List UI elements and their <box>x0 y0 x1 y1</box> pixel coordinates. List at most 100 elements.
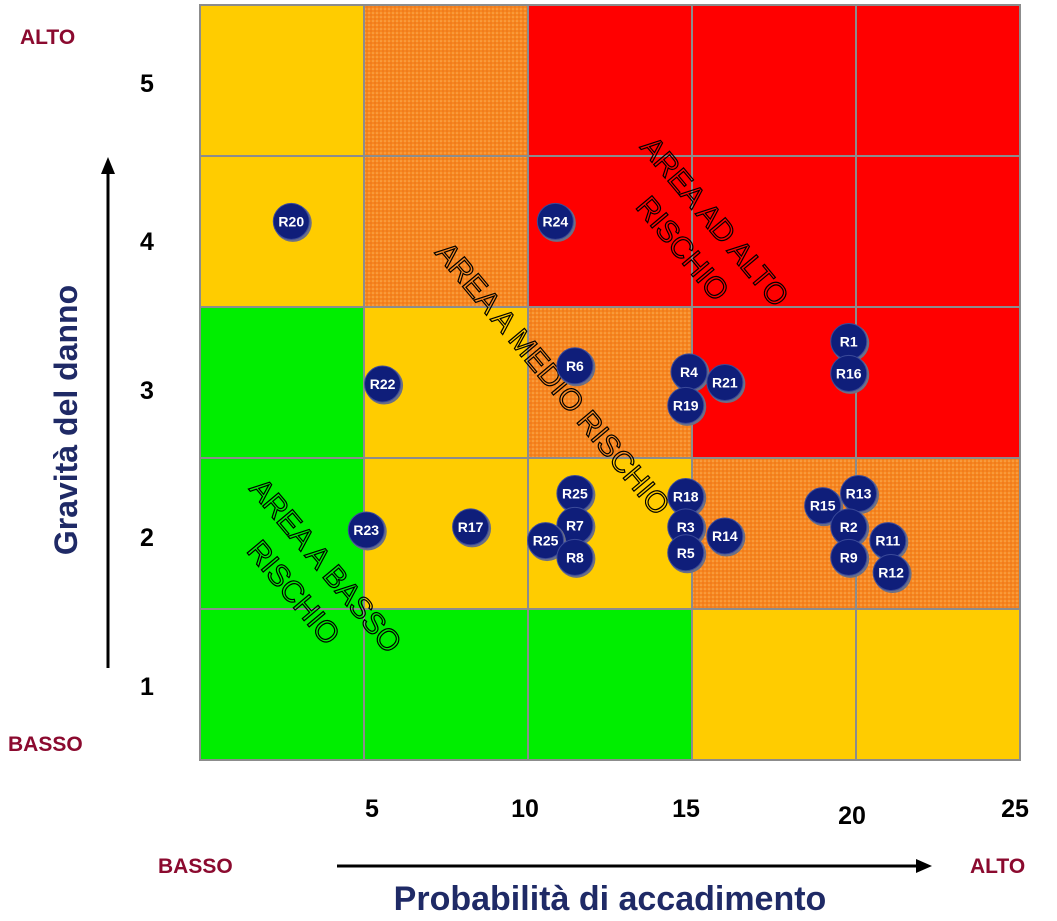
risk-point-r25: R25 <box>527 522 567 562</box>
risk-point-label: R15 <box>810 498 836 514</box>
risk-point-label: R22 <box>370 376 396 392</box>
risk-point-r9: R9 <box>830 538 870 578</box>
y-tick-label: 1 <box>140 673 154 701</box>
y-axis-title: Gravità del danno <box>48 285 84 555</box>
risk-point-label: R13 <box>846 485 872 501</box>
x-tick-label: 20 <box>838 802 866 830</box>
matrix-cell-green <box>363 608 529 761</box>
x-tick-label: 5 <box>365 795 379 823</box>
risk-point-marker <box>667 534 705 572</box>
matrix-cell-yellow <box>691 608 857 761</box>
matrix-cell-orange <box>527 306 693 459</box>
risk-point-marker <box>364 365 402 403</box>
y-high-label: ALTO <box>20 26 75 49</box>
risk-point-label: R19 <box>673 397 699 413</box>
risk-point-r18: R18 <box>667 478 707 518</box>
risk-point-label: R25 <box>562 485 588 501</box>
tick-labels: 1 2 3 4 5 5 10 15 20 25 <box>140 70 1029 830</box>
matrix-cell-orange <box>363 4 529 157</box>
risk-point-label: R2 <box>840 519 858 535</box>
x-low-label: BASSO <box>158 855 233 878</box>
risk-point-r2: R2 <box>830 508 870 548</box>
risk-point-marker <box>556 347 594 385</box>
risk-point-marker <box>272 202 310 240</box>
risk-point-label: R23 <box>353 522 379 538</box>
matrix-cell-green <box>527 608 693 761</box>
risk-point-r7: R7 <box>556 506 596 546</box>
axis-arrows <box>101 157 932 873</box>
risk-point-marker <box>706 517 744 555</box>
matrix-cell-yellow <box>363 457 529 610</box>
x-tick-label: 25 <box>1001 795 1029 823</box>
risk-point-r20: R20 <box>272 202 312 242</box>
risk-point-marker <box>452 508 490 546</box>
y-tick-label: 3 <box>140 377 154 405</box>
risk-point-r6: R6 <box>556 347 596 387</box>
risk-point-label: R9 <box>840 549 858 565</box>
y-tick-label: 4 <box>140 228 154 256</box>
matrix-cell-orange <box>363 155 529 308</box>
risk-point-label: R3 <box>677 519 695 535</box>
risk-point-r11: R11 <box>869 522 909 562</box>
risk-point-marker <box>536 202 574 240</box>
x-tick-label: 10 <box>511 795 539 823</box>
matrix-cells <box>199 4 1021 761</box>
risk-points: R20 R24 R22 R6 R4 R21 R19 R1 R16 R23 R17 R25 R7 R25 R8… <box>272 202 912 594</box>
risk-point-marker <box>706 364 744 402</box>
risk-point-label: R14 <box>712 528 738 544</box>
risk-point-r14: R14 <box>706 517 746 557</box>
risk-point-marker <box>830 538 868 576</box>
risk-point-r21: R21 <box>706 364 746 404</box>
risk-point-label: R1 <box>840 333 858 349</box>
risk-point-r16: R16 <box>830 354 870 394</box>
risk-point-label: R20 <box>278 213 304 229</box>
risk-point-marker <box>667 386 705 424</box>
risk-point-label: R24 <box>542 213 568 229</box>
risk-point-marker <box>872 554 910 592</box>
risk-point-label: R16 <box>836 365 862 381</box>
risk-point-r22: R22 <box>364 365 404 405</box>
risk-point-label: R18 <box>673 489 699 505</box>
risk-point-marker <box>830 354 868 392</box>
matrix-cell-yellow <box>199 4 365 157</box>
risk-point-label: R11 <box>875 533 900 549</box>
y-axis-arrow-head <box>101 157 115 174</box>
x-axis-title: Probabilità di accadimento <box>394 880 827 918</box>
risk-point-label: R25 <box>533 533 559 549</box>
risk-point-marker <box>804 487 842 525</box>
matrix-cell-green <box>199 306 365 459</box>
risk-point-r23: R23 <box>347 511 387 551</box>
risk-point-label: R7 <box>566 517 584 533</box>
risk-point-r12: R12 <box>872 554 912 594</box>
x-axis-arrow-head <box>916 859 932 873</box>
risk-point-label: R21 <box>712 375 738 391</box>
risk-point-r24: R24 <box>536 202 576 242</box>
risk-point-r4: R4 <box>670 353 710 393</box>
x-tick-label: 15 <box>672 795 700 823</box>
risk-point-marker <box>347 511 385 549</box>
matrix-cell-red <box>691 4 857 157</box>
risk-point-label: R17 <box>458 519 484 535</box>
risk-point-marker <box>527 522 565 560</box>
y-low-label: BASSO <box>8 733 83 756</box>
y-tick-label: 2 <box>140 524 154 552</box>
risk-point-label: R8 <box>566 549 584 565</box>
matrix-border <box>199 4 1021 761</box>
matrix-cell-red <box>855 306 1021 459</box>
risk-point-label: R4 <box>680 364 698 380</box>
risk-point-r5: R5 <box>667 534 707 574</box>
x-high-label: ALTO <box>970 855 1025 878</box>
risk-point-label: R5 <box>677 545 695 561</box>
risk-point-r19: R19 <box>667 386 707 426</box>
y-tick-label: 5 <box>140 70 154 98</box>
matrix-cell-yellow <box>855 608 1021 761</box>
risk-point-r8: R8 <box>556 538 596 578</box>
matrix-cell-red <box>527 4 693 157</box>
matrix-cell-red <box>855 155 1021 308</box>
risk-point-label: R6 <box>566 358 584 374</box>
matrix-cell-green <box>199 608 365 761</box>
risk-point-label: R12 <box>878 565 904 581</box>
risk-point-r17: R17 <box>452 508 492 548</box>
